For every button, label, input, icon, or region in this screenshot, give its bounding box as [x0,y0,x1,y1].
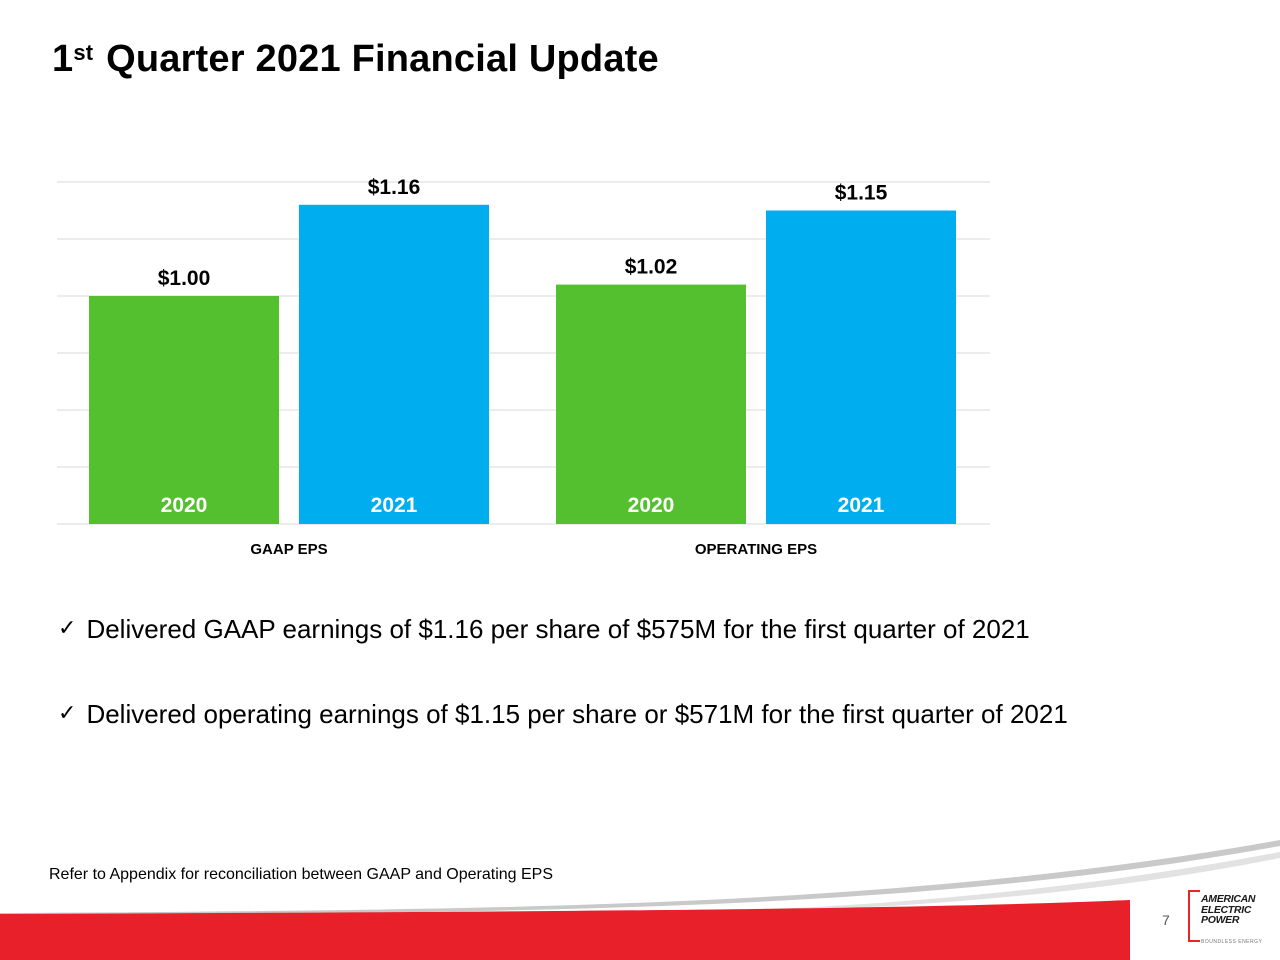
value-label: $1.16 [368,176,421,199]
bar-2020-0 [89,296,279,524]
footer-red-band [0,900,1130,960]
bullet-text: Delivered GAAP earnings of $1.16 per sha… [86,614,1030,644]
footnote: Refer to Appendix for reconciliation bet… [49,866,554,883]
page-number: 7 [1162,912,1170,928]
bullet-text: Delivered operating earnings of $1.15 pe… [86,699,1068,729]
bar-2021-1 [766,210,956,524]
bullet-gaap: ✓ Delivered GAAP earnings of $1.16 per s… [58,612,1068,646]
series-label: 2021 [838,494,885,517]
bar-2020-1 [556,284,746,524]
logo-text: AMERICAN ELECTRIC POWER [1201,893,1256,926]
logo-tagline: BOUNDLESS ENERGY [1201,939,1263,945]
series-label: 2021 [371,494,418,517]
category-label: OPERATING EPS [695,541,817,558]
series-label: 2020 [161,494,208,517]
bullet-operating: ✓ Delivered operating earnings of $1.15 … [58,697,1068,731]
bullet-list: ✓ Delivered GAAP earnings of $1.16 per s… [58,612,1068,782]
aep-logo: AMERICAN ELECTRIC POWER BOUNDLESS ENERGY [1188,890,1262,946]
checkmark-icon: ✓ [58,616,77,641]
value-label: $1.15 [835,182,888,205]
checkmark-icon: ✓ [58,701,77,726]
series-label: 2020 [628,494,675,517]
eps-bar-chart: $1.00 2020 $1.16 2021 GAAP EPS $1.02 2020 $1.15… [57,176,990,558]
value-label: $1.02 [625,256,678,279]
category-label: GAAP EPS [250,541,327,558]
bar-2021-0 [299,204,489,525]
logo-frame [1188,890,1200,942]
page-title: 1st Quarter 2021 Financial Update [52,38,659,80]
value-label: $1.00 [158,267,211,290]
